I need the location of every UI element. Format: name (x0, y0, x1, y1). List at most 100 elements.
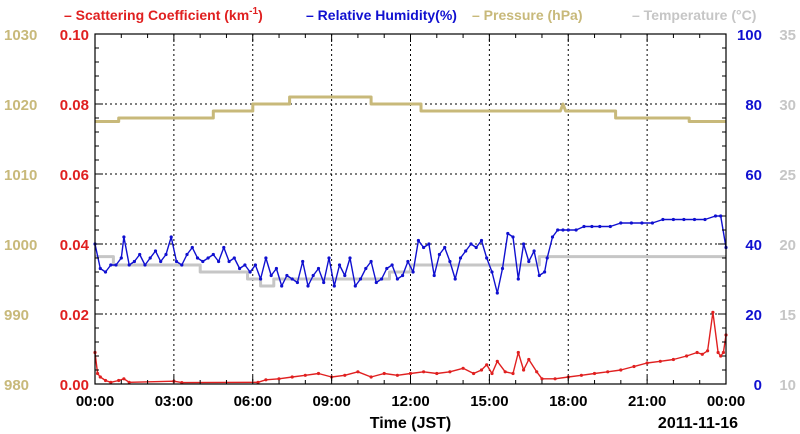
x-tick-label: 06:00 (234, 393, 272, 410)
series-line-temperature (95, 255, 726, 288)
data-point-humidity (448, 259, 452, 264)
data-point-humidity (327, 256, 331, 260)
data-point-scattering (485, 363, 489, 367)
data-point-humidity (511, 235, 515, 239)
data-point-humidity (132, 259, 136, 264)
data-point-humidity (474, 245, 478, 250)
data-point-humidity (582, 224, 586, 229)
temperature-tick-label: 35 (779, 27, 796, 44)
data-point-scattering (472, 371, 476, 376)
data-point-humidity (185, 252, 189, 257)
data-point-humidity (114, 263, 118, 267)
data-point-humidity (190, 245, 194, 250)
x-tick-label: 00:00 (76, 393, 114, 410)
data-point-humidity (490, 270, 494, 274)
legend: – Scattering Coefficient (km-1) – Relativ… (64, 6, 756, 23)
data-point-scattering (540, 377, 544, 381)
legend-item: – Relative Humidity(%) (306, 7, 457, 23)
data-point-scattering (632, 364, 636, 369)
data-point-scattering (435, 371, 439, 376)
data-point-humidity (640, 221, 644, 225)
data-point-scattering (109, 380, 113, 384)
axis-ticks: 00:00 03:00 06:00 09:00 12:00 15:00 18:00 21:00… (4, 27, 796, 410)
pressure-tick-label: 990 (4, 307, 29, 324)
data-point-humidity (358, 277, 363, 281)
data-point-humidity (98, 266, 102, 271)
data-point-scattering (527, 357, 531, 362)
humidity-tick-label: 80 (745, 97, 762, 114)
data-point-humidity (537, 273, 541, 278)
data-point-humidity (719, 214, 723, 218)
data-point-humidity (469, 242, 473, 246)
legend-label: – Temperature (°C) (632, 7, 756, 23)
temperature-tick-label: 15 (779, 307, 796, 324)
data-point-scattering (503, 370, 507, 374)
data-point-humidity (374, 280, 378, 285)
humidity-tick-label: 100 (737, 27, 762, 44)
x-tick-label: 12:00 (391, 393, 429, 410)
series-line-pressure (95, 95, 726, 123)
scattering-tick-label: 0.10 (60, 27, 89, 44)
data-point-humidity (248, 270, 252, 274)
data-point-scattering (535, 370, 539, 374)
pressure-tick-label: 1010 (4, 167, 37, 184)
data-point-scattering (592, 371, 597, 376)
data-point-scattering (719, 354, 723, 358)
data-point-humidity (269, 273, 273, 278)
data-point-humidity (395, 277, 399, 281)
data-point-humidity (453, 277, 457, 281)
data-point-humidity (458, 256, 463, 260)
data-point-humidity (566, 228, 570, 232)
data-point-humidity (401, 273, 405, 278)
data-point-scattering (658, 359, 662, 363)
data-point-humidity (495, 291, 499, 295)
data-point-humidity (545, 256, 549, 260)
data-point-scattering (369, 375, 373, 379)
grid-lines (95, 34, 726, 384)
data-point-scattering (127, 380, 131, 384)
data-point-humidity (516, 277, 520, 281)
data-point-humidity (574, 228, 578, 232)
data-point-humidity (500, 266, 505, 271)
data-point-humidity (280, 284, 284, 288)
data-point-humidity (222, 245, 226, 250)
data-point-humidity (127, 263, 131, 267)
data-point-scattering (716, 350, 720, 355)
series-layer (93, 95, 728, 385)
data-point-humidity (201, 259, 205, 264)
data-point-humidity (650, 221, 655, 225)
data-point-humidity (464, 249, 468, 253)
data-point-humidity (253, 263, 257, 267)
series-line-scattering (94, 311, 727, 384)
data-point-scattering (671, 357, 676, 362)
x-tick-label: 15:00 (470, 393, 508, 410)
data-point-scattering (522, 368, 526, 372)
data-point-humidity (427, 242, 431, 246)
data-point-humidity (285, 273, 289, 278)
data-point-humidity (713, 214, 718, 218)
legend-label: – Pressure (hPa) (472, 7, 583, 23)
x-tick-label: 18:00 (549, 393, 587, 410)
data-point-scattering (553, 377, 557, 381)
data-point-scattering (700, 352, 704, 356)
legend-item: – Scattering Coefficient (km-1) (64, 6, 263, 23)
data-point-scattering (395, 373, 399, 377)
data-point-humidity (671, 217, 676, 222)
temperature-tick-label: 30 (779, 97, 796, 114)
data-point-scattering (277, 377, 281, 381)
data-point-humidity (159, 259, 163, 264)
data-point-humidity (682, 217, 686, 222)
data-point-scattering (619, 368, 623, 372)
data-point-humidity (385, 266, 389, 271)
x-tick-label: 03:00 (155, 393, 193, 410)
legend-label: – Scattering Coefficient (km (64, 7, 249, 23)
data-point-humidity (306, 284, 310, 288)
scattering-tick-label: 0.00 (60, 377, 89, 394)
data-point-scattering (382, 371, 386, 376)
scattering-tick-label: 0.06 (60, 167, 89, 184)
data-point-scattering (516, 350, 520, 355)
x-tick-label: 09:00 (312, 393, 350, 410)
data-point-scattering (303, 373, 307, 377)
x-axis-title: Time (JST) (370, 415, 452, 432)
data-point-scattering (579, 373, 584, 377)
